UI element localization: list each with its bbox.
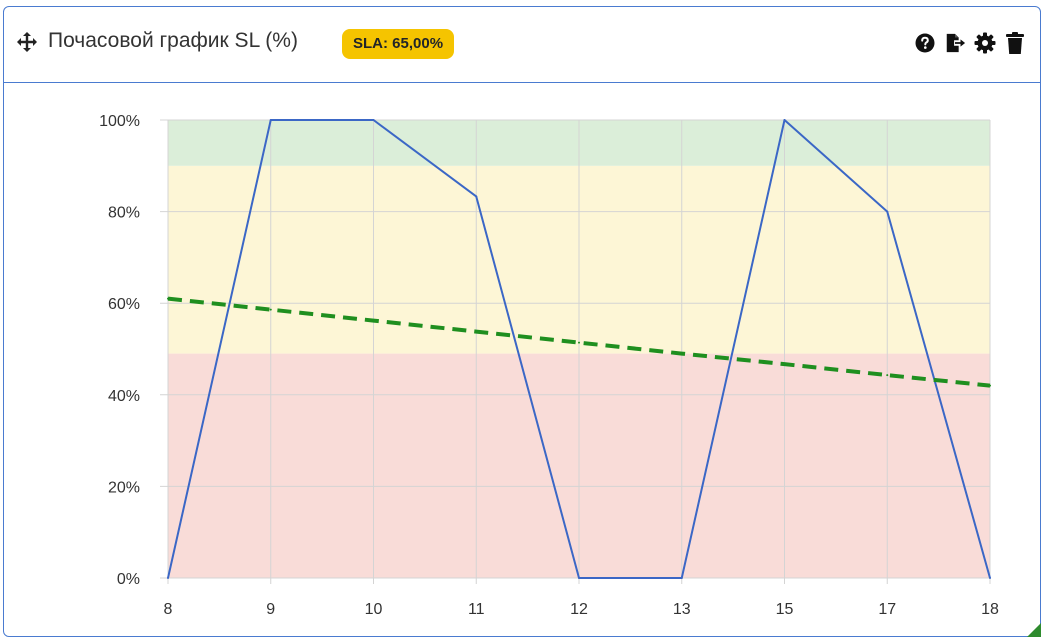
widget-title: Почасовой график SL (%) (48, 29, 298, 52)
series-1-point (578, 341, 580, 344)
series-0-point (167, 577, 169, 579)
series-1-point (783, 363, 786, 366)
settings-icon[interactable] (974, 31, 996, 55)
y-tick-label: 0% (117, 571, 140, 588)
series-line-1 (167, 296, 991, 388)
x-tick-label: 13 (673, 601, 691, 618)
series-1-point (680, 352, 683, 355)
series-0-point (680, 577, 683, 579)
series-0-point (475, 195, 478, 198)
series-1-point (886, 374, 889, 377)
series-0-point (269, 119, 272, 121)
y-tick-label: 80% (108, 205, 140, 222)
series-0-point (372, 119, 375, 121)
x-tick-label: 18 (981, 601, 999, 618)
series-0-point (989, 577, 991, 579)
x-tick-label: 8 (164, 601, 173, 618)
x-tick-label: 12 (570, 601, 588, 618)
export-icon[interactable] (944, 31, 966, 55)
help-icon[interactable] (914, 31, 936, 55)
x-tick-label: 10 (365, 601, 383, 618)
series-0-point (783, 119, 786, 121)
x-tick-label: 17 (878, 601, 896, 618)
widget-header: Почасовой график SL (%) SLA: 65,00% (4, 7, 1040, 83)
trash-icon[interactable] (1004, 31, 1026, 55)
series-0-point (578, 577, 580, 579)
y-tick-label: 60% (108, 296, 140, 313)
widget-toolbar (914, 31, 1026, 55)
sla-badge: SLA: 65,00% (342, 29, 455, 59)
y-tick-label: 20% (108, 479, 140, 496)
series-1-point (167, 297, 169, 300)
x-tick-label: 11 (468, 601, 485, 618)
x-tick-label: 9 (266, 601, 275, 618)
series-1-point (475, 330, 478, 333)
resize-handle[interactable] (1027, 623, 1041, 637)
y-tick-label: 100% (99, 113, 140, 130)
move-icon[interactable] (16, 31, 38, 53)
y-tick-label: 40% (108, 388, 140, 405)
series-0-point (886, 210, 889, 213)
series-1-point (372, 319, 375, 322)
x-tick-label: 15 (776, 601, 794, 618)
series-1-point (989, 384, 991, 387)
series-1-point (269, 308, 272, 311)
